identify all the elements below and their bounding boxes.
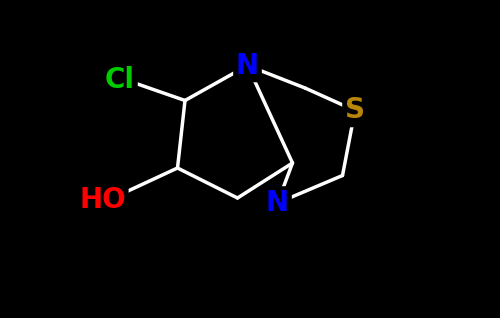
Text: S: S [345, 96, 365, 125]
Text: Cl: Cl [105, 66, 135, 94]
Text: N: N [236, 52, 259, 80]
Text: N: N [266, 189, 289, 217]
Text: HO: HO [79, 186, 126, 215]
